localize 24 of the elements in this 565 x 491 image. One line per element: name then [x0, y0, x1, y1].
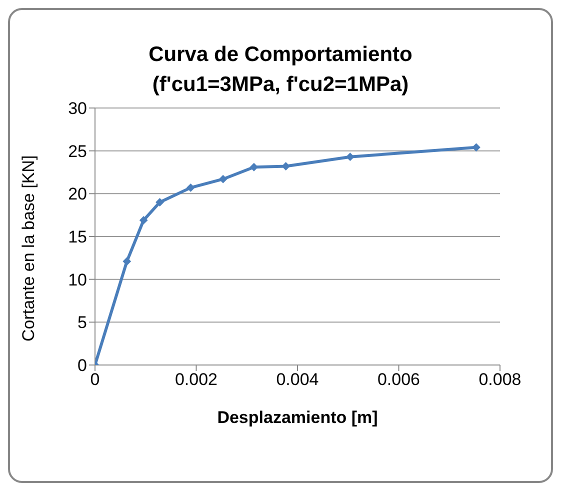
x-tick-label: 0: [90, 370, 100, 390]
y-tick-label: 10: [68, 270, 87, 290]
x-tick-label: 0.002: [174, 370, 218, 390]
chart-subtitle: (f'cu1=3MPa, f'cu2=1MPa): [151, 72, 410, 98]
point: [346, 152, 354, 161]
point: [186, 184, 195, 192]
y-tick-label: 30: [68, 99, 87, 118]
point: [219, 175, 228, 184]
x-tick-label: 0.006: [377, 370, 420, 390]
x-axis-title: Desplazamiento [m]: [217, 408, 378, 427]
y-tick-label: 20: [68, 184, 87, 204]
y-axis-title: Cortante en la base [KN]: [19, 155, 38, 342]
point: [140, 216, 148, 224]
y-tick-label: 0: [78, 356, 87, 376]
y-tick-label: 15: [68, 228, 87, 247]
x-tick-label: 0.004: [276, 370, 319, 390]
point: [156, 198, 164, 206]
point: [122, 257, 131, 266]
y-tick-label: 5: [78, 313, 87, 332]
x-tick-label: 0.008: [478, 370, 522, 390]
y-tick-label: 25: [68, 142, 87, 161]
point: [250, 163, 258, 172]
point: [472, 143, 480, 152]
chart-title: Curva de Comportamiento: [148, 42, 414, 68]
